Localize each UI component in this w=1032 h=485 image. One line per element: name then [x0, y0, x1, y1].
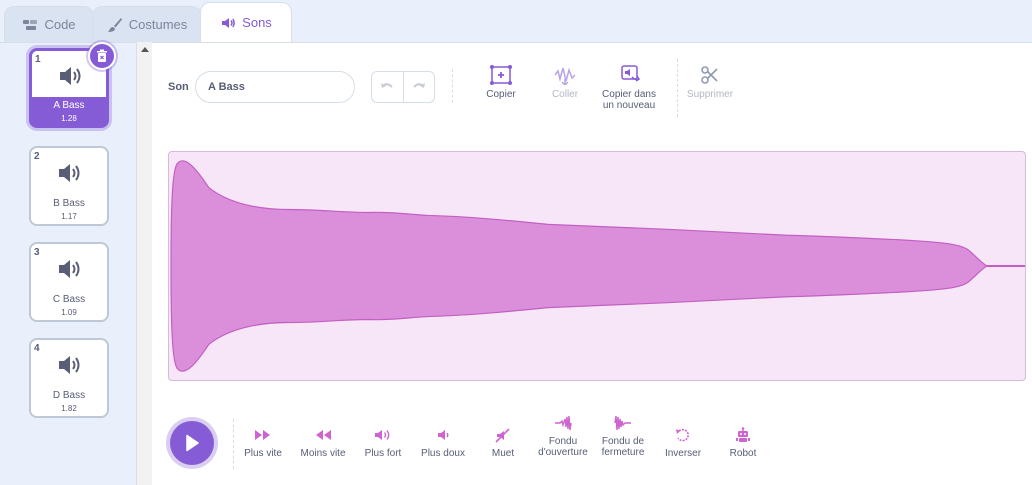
effect-slower-label: Moins vite	[300, 448, 346, 459]
reverse-icon	[676, 428, 689, 442]
play-icon	[186, 434, 199, 452]
toolbar-divider	[677, 59, 678, 117]
effect-softer-label: Plus doux	[421, 448, 465, 459]
copy-button[interactable]: Copier	[461, 65, 541, 100]
brush-icon	[107, 17, 122, 32]
fast-forward-icon	[255, 430, 270, 440]
sound-item-number: 3	[34, 247, 40, 258]
waveform	[170, 160, 1025, 372]
volume-down-icon	[438, 430, 449, 440]
copy-to-new-label-2: un nouveau	[602, 100, 656, 111]
play-button[interactable]	[170, 421, 214, 465]
copy-icon	[490, 65, 512, 85]
effect-fade-in-button[interactable]: Fondu d'ouverture	[533, 415, 593, 458]
speaker-icon	[59, 356, 80, 374]
robot-icon	[736, 427, 750, 442]
copy-to-new-button[interactable]: Copier dans un nouveau	[589, 65, 669, 111]
tab-sons[interactable]: Sons	[200, 2, 292, 42]
mute-icon	[495, 428, 510, 443]
redo-icon	[413, 83, 425, 88]
sound-item-duration: 1.28	[61, 114, 77, 123]
paste-button[interactable]: Coller	[525, 65, 605, 100]
redo-button[interactable]	[404, 72, 435, 102]
tab-code-label: Code	[44, 17, 76, 32]
undo-button[interactable]	[372, 72, 404, 102]
copy-label: Copier	[486, 89, 516, 100]
tab-code[interactable]: Code	[4, 6, 94, 42]
delete-button[interactable]: Supprimer	[670, 65, 750, 100]
effect-mute-label: Muet	[491, 448, 515, 459]
scissors-icon	[701, 66, 718, 84]
sound-item-number: 4	[34, 343, 40, 354]
sound-item-duration: 1.82	[61, 404, 77, 413]
speaker-icon	[59, 164, 80, 182]
delete-sound-button[interactable]	[88, 42, 116, 70]
sound-item-name: B Bass	[53, 198, 85, 209]
waveform-shape	[170, 160, 1025, 372]
tab-costumes[interactable]: Costumes	[92, 6, 202, 42]
effect-reverse-label: Inverser	[664, 448, 702, 459]
effect-faster-label: Plus vite	[244, 448, 282, 459]
effect-fade-out-label-1: Fondu de	[601, 436, 645, 447]
effect-fade-out-button[interactable]: Fondu de fermeture	[593, 415, 653, 458]
effect-reverse-button[interactable]: Inverser	[653, 427, 713, 459]
effect-robot-label: Robot	[729, 448, 757, 459]
undo-icon	[381, 83, 393, 88]
sound-name-input[interactable]	[195, 71, 355, 103]
effect-mute-button[interactable]: Muet	[473, 427, 533, 459]
fade-out-icon	[614, 415, 631, 431]
effect-faster-button[interactable]: Plus vite	[233, 427, 293, 459]
sound-item-4[interactable]: 4 D Bass 1.82	[29, 338, 109, 418]
speaker-icon	[60, 67, 81, 85]
trash-icon	[97, 49, 107, 62]
sound-item-name: A Bass	[53, 100, 85, 111]
effect-robot-button[interactable]: Robot	[713, 427, 773, 459]
scroll-up-arrow-icon[interactable]	[141, 47, 149, 52]
fade-in-icon	[555, 415, 572, 431]
volume-up-icon	[375, 430, 390, 440]
sound-item-number: 2	[34, 151, 40, 162]
sound-item-selected-bar	[32, 97, 106, 125]
sound-item-2[interactable]: 2 B Bass 1.17	[29, 146, 109, 226]
effect-slower-button[interactable]: Moins vite	[293, 427, 353, 459]
effect-louder-label: Plus fort	[364, 448, 402, 459]
undo-redo-group	[371, 71, 435, 103]
sound-item-duration: 1.17	[61, 212, 77, 221]
copy-to-new-icon	[621, 65, 641, 82]
delete-label: Supprimer	[686, 89, 734, 100]
editor-tabs: Code Costumes Sons	[0, 0, 1032, 42]
effect-fade-in-label-1: Fondu	[548, 436, 578, 447]
effects-divider	[233, 419, 234, 469]
tab-costumes-label: Costumes	[128, 17, 188, 32]
paste-icon	[554, 67, 576, 85]
effect-fade-out-label-2: fermeture	[601, 447, 645, 458]
code-icon	[23, 19, 38, 30]
sound-item-name: D Bass	[52, 390, 86, 401]
effect-louder-button[interactable]: Plus fort	[353, 427, 413, 459]
waveform-area[interactable]	[168, 151, 1026, 381]
toolbar-divider	[452, 69, 453, 103]
effect-fade-in-label-2: d'ouverture	[538, 447, 588, 458]
tab-sons-label: Sons	[242, 15, 272, 30]
rewind-icon	[316, 430, 331, 440]
speaker-icon	[59, 260, 80, 278]
sound-name-label: Son	[168, 81, 189, 93]
sound-item-duration: 1.09	[61, 308, 77, 317]
sound-item-number: 1	[35, 54, 41, 65]
sound-list-scrollbar[interactable]	[136, 42, 152, 485]
paste-label: Coller	[551, 89, 579, 100]
copy-to-new-label-1: Copier dans	[602, 89, 656, 100]
effect-softer-button[interactable]: Plus doux	[413, 427, 473, 459]
sound-item-3[interactable]: 3 C Bass 1.09	[29, 242, 109, 322]
sound-editor: Son Copier Coller Copier dans un nouveau…	[152, 42, 1032, 485]
speaker-icon	[222, 17, 236, 28]
sound-item-name: C Bass	[52, 294, 86, 305]
